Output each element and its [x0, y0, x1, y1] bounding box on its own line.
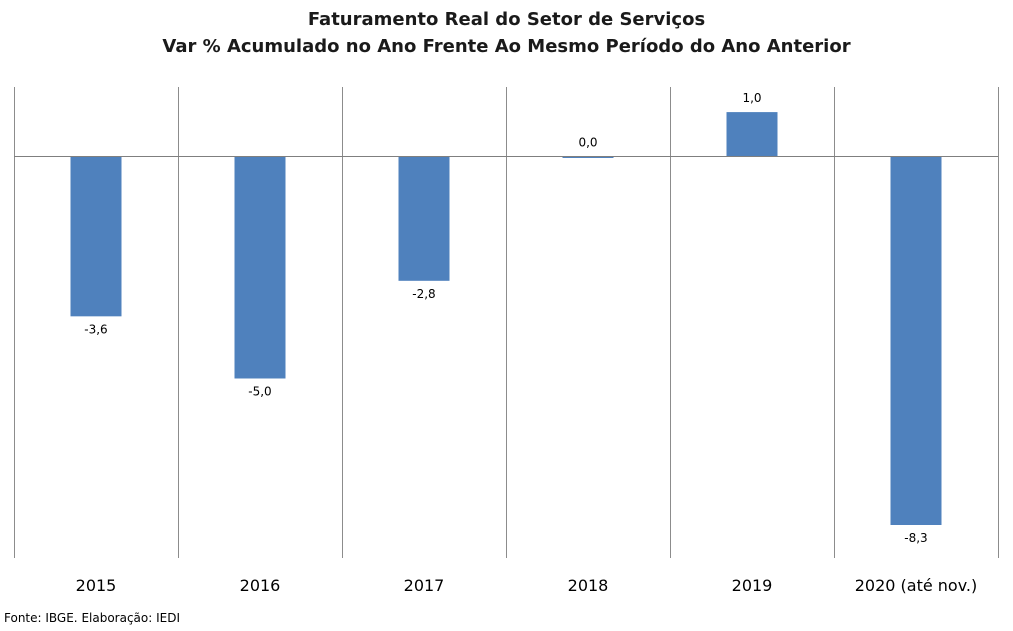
bar [890, 156, 942, 525]
x-tick-label: 2017 [404, 576, 445, 595]
data-label: -2,8 [412, 287, 435, 301]
bar [562, 156, 614, 158]
data-label: -5,0 [248, 384, 271, 398]
bar [234, 156, 286, 379]
data-label: 0,0 [578, 136, 597, 150]
x-tick-label: 2016 [240, 576, 281, 595]
data-label: -3,6 [84, 322, 107, 336]
data-label: 1,0 [742, 91, 761, 105]
bar [726, 112, 778, 157]
chart-subtitle: Var % Acumulado no Ano Frente Ao Mesmo P… [162, 36, 851, 57]
x-tick-label: 2019 [732, 576, 773, 595]
bar [70, 156, 122, 317]
source-note: Fonte: IBGE. Elaboração: IEDI [4, 611, 181, 625]
x-tick-label: 2015 [76, 576, 117, 595]
bar [398, 156, 450, 281]
chart-title-block: Faturamento Real do Setor de Serviços Va… [0, 6, 1013, 60]
data-label: -8,3 [904, 531, 927, 545]
chart-title: Faturamento Real do Setor de Serviços [307, 9, 706, 30]
x-tick-label: 2018 [568, 576, 609, 595]
x-tick-label: 2020 (até nov.) [855, 576, 978, 595]
